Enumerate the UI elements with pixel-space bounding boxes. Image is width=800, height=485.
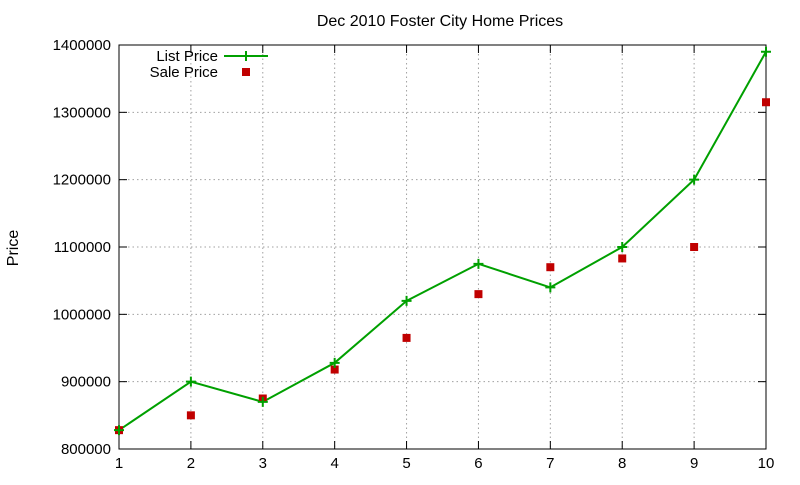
y-tick-label: 1300000 [53,104,111,121]
x-tick-label: 4 [330,455,338,472]
sale-price-point [402,333,411,342]
y-tick-label: 900000 [61,374,111,391]
sale-price-point [546,263,555,272]
x-tick-label: 8 [618,455,626,472]
legend-marker-list-price [241,51,251,61]
list-price-point [185,376,196,387]
chart-title: Dec 2010 Foster City Home Prices [317,13,563,30]
sale-price-point [474,290,483,299]
list-price-point [329,357,340,368]
x-tick-label: 6 [474,455,482,472]
list-price-point [114,425,124,436]
x-tick-label: 7 [546,455,554,472]
x-tick-label: 5 [402,455,410,472]
y-axis-label: Price [5,230,22,267]
list-price-line [118,51,767,431]
legend: List Price Sale Price [150,48,268,81]
list-price-point [689,174,700,185]
list-price-point [761,46,771,57]
x-tick-label: 3 [259,455,267,472]
y-tick-label: 1400000 [53,37,111,54]
list-price-point [617,242,628,252]
legend-label-list-price: List Price [156,48,218,65]
list-price-point [257,396,268,407]
sale-price-point [186,411,195,420]
y-tick-label: 1000000 [53,306,111,323]
y-tick-label: 1100000 [54,239,111,256]
x-tick-label: 10 [758,455,775,472]
y-tick-label: 800000 [61,441,111,458]
legend-marker-sale-price [242,68,250,76]
x-tick-label: 2 [187,455,195,472]
sale-price-point [690,243,699,251]
axis-ticks: 800000 900000 1000000 1100000 1200000 1300000… [53,37,775,472]
x-tick-label: 1 [115,455,123,472]
list-price-point [401,295,412,306]
y-tick-label: 1200000 [53,172,111,189]
list-price-point [545,282,556,293]
x-tick-label: 9 [690,455,698,472]
sale-price-point [330,365,339,374]
sale-price-point [618,254,627,263]
data-series [114,46,771,436]
legend-label-sale-price: Sale Price [150,64,218,81]
sale-price-point [762,98,770,107]
list-price-point [473,258,484,269]
